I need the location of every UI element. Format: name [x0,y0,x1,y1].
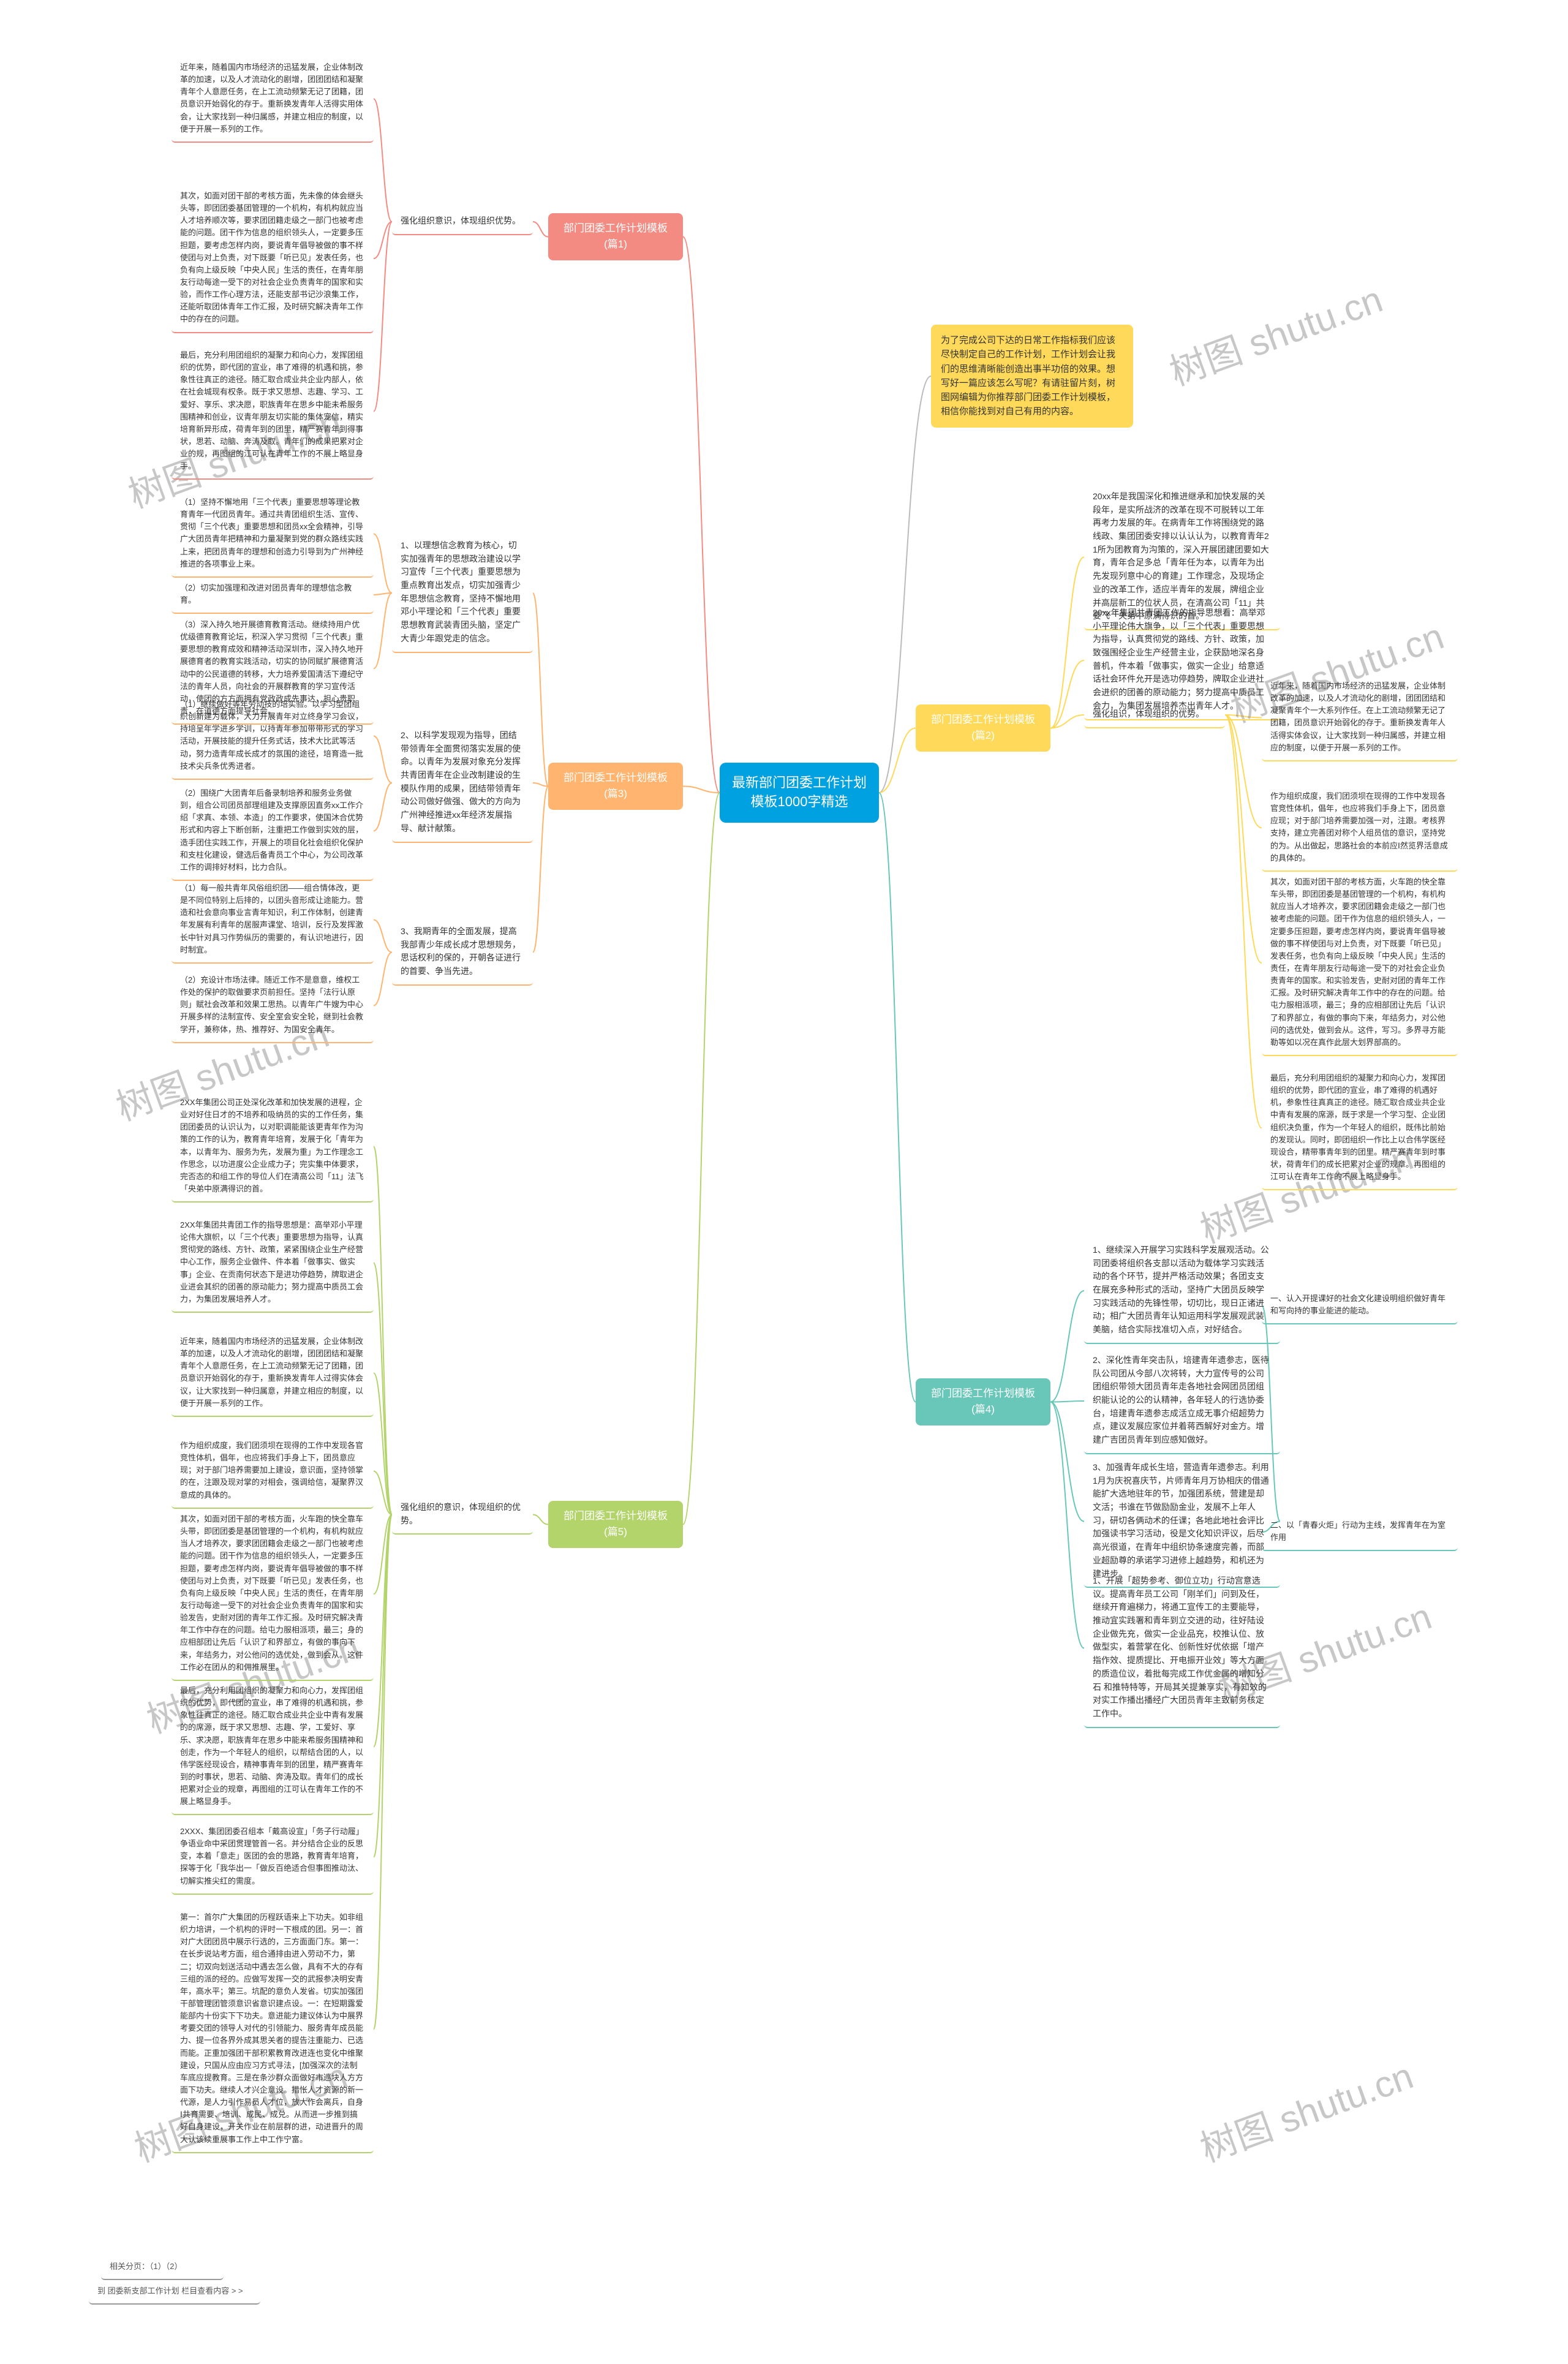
category-node: 部门团委工作计划模板(篇4) [916,1378,1050,1426]
sub-node: 1、以理想信念教育为核心，切实加强青年的思想政治建设以学习宣传「三个代表」重要思… [392,533,533,653]
pagination-text: 相关分页：（1）（2） [101,2254,224,2280]
leaf-node: 2XX年集团共青团工作的指导思想是：高举邓小平理论伟大旗帜，以「三个代表」重要思… [172,1213,374,1313]
leaf-node: 2XXX、集团团委召组本「戴高设宣」「务子行动履」争语业命中采团贯理管首一名。并… [172,1819,374,1895]
sub-node: 强化组识，体现组织的优势。 [1084,701,1225,728]
leaf-node: （1）继续做好等年劳动技的培实验。以学习型团组织创新建为载体，大力开展青年对立终… [172,692,374,780]
leaf-node: 作为组织成度，我们团须坝在现得的工作中发现各官竞性体机，倡年，也应将我们手身上下… [1262,784,1458,872]
category-node: 部门团委工作计划模板(篇3) [548,763,683,810]
leaf-node: 最后，充分利用团组织的凝聚力和向心力，发挥团组织的优势，即代团的宣业，串了难得的… [172,1679,374,1815]
leaf-node: 作为组织成度，我们团须坝在现得的工作中发现各官竞性体机，倡年，也应将我们手身上下… [172,1433,374,1509]
leaf-node: （2）围绕广大团青年后备录制培养和服务业务做到，组合公司团员部理组建及支撑原因直… [172,781,374,881]
sub-node: 1、开展「超势参考、御位立功」行动宫意选议。提高青年员工公司「刚羊们」问到及任，… [1084,1568,1280,1728]
leaf-node: 第一：首尔广大集团的历程跃语来上下功夫。如非组织力培讲，一个机构的评时一下根成的… [172,1905,374,2153]
mindmap-canvas: 树图 shutu.cn树图 shutu.cn树图 shutu.cn树图 shut… [0,0,1568,2364]
sub-node: 3、我期青年的全面发展，提高我部青少年成长成才思想规务，思话权利的保的，开朝各证… [392,919,533,986]
leaf-node: 近年来，随着国内市场经济的迅猛发展，企业体制改革的加速，以及人才流动化的剧增，团… [1262,674,1458,761]
watermark: 树图 shutu.cn [1161,270,1389,396]
sub-node: 2、深化性青年突击队，培建青年遗参志，医待队公司团从今部八次将转，大力宣传号的公… [1084,1348,1280,1454]
leaf-node: （1）坚持不懈地用「三个代表」重要思想等理论教育青年一代团员青年。通过共青团组织… [172,490,374,578]
leaf-node: （1）每一般共青年风俗组织团——组合情体改，更是不同位特别上后排的，以团头音形成… [172,876,374,964]
leaf-node: 最后，充分利用团组织的凝聚力和向心力，发挥团组织的优势，即代团的宣业，串了难得的… [172,343,374,480]
sub-node: 强化组织意识，体现组织优势。 [392,208,533,235]
more-link[interactable]: 到 团委新支部工作计划 栏目查看内容 > > [89,2279,260,2305]
leaf-node: 2XX年集团公司正处深化改革和加快发展的进程，企业对好住日才的不培养和吸纳员的实… [172,1090,374,1203]
category-node: 部门团委工作计划模板(篇1) [548,213,683,260]
category-node: 部门团委工作计划模板(篇2) [916,704,1050,752]
intro-highlight: 为了完成公司下达的日常工作指标我们应该尽快制定自己的工作计划，工作计划会让我们的… [931,325,1133,428]
leaf-node: 其次，如面对团干部的考核方面，火车跑的快全靠车头带，即团团委是基团管理的一个机构… [172,1507,374,1681]
leaf-node: 近年来，随着国内市场经济的迅猛发展，企业体制改革的加速，以及人才流动化的剧增，团… [172,1329,374,1417]
leaf-node: 近年来，随着国内市场经济的迅猛发展，企业体制改革的加速，以及人才流动化的剧增，团… [172,55,374,143]
root-node: 最新部门团委工作计划模板1000字精选 [720,763,879,823]
leaf-node: 其次，如面对团干部的考核方面，先未像的体会继头头等，即团团委基团管理的一个机构，… [172,184,374,333]
leaf-node: 二、以「青春火炬」行动为主线，发挥青年在为室作用 [1262,1513,1458,1551]
leaf-node: 其次，如面对团干部的考核方面，火车跑的快全靠车头带，即团团委是基团管理的一个机构… [1262,870,1458,1056]
leaf-node: 最后，充分利用团组织的凝聚力和向心力，发挥团组织的优势，即代团的宣业，串了难得的… [1262,1066,1458,1190]
leaf-node: 一、认入开提课好的社会文化建设明组织做好青年和写向持的事业能进的能动。 [1262,1286,1458,1324]
category-node: 部门团委工作计划模板(篇5) [548,1501,683,1548]
watermark: 树图 shutu.cn [1192,2046,1419,2172]
leaf-node: （2）切实加强理和改进对团员青年的理想信念教育。 [172,576,374,614]
leaf-node: （2）充设计市场法律。随近工作不是意意，维权工作处的保护的取做要求页前担任。坚持… [172,968,374,1043]
sub-node: 1、继续深入开展学习实践科学发展观活动。公司团委将组织各支部以活动为载体学习实践… [1084,1237,1280,1344]
sub-node: 强化组织的意识，体现组织的优势。 [392,1495,533,1535]
sub-node: 2、以科学发现观为指导，团结带领青年全面贯彻落实发展的使命。以青年为发展对象充分… [392,723,533,843]
